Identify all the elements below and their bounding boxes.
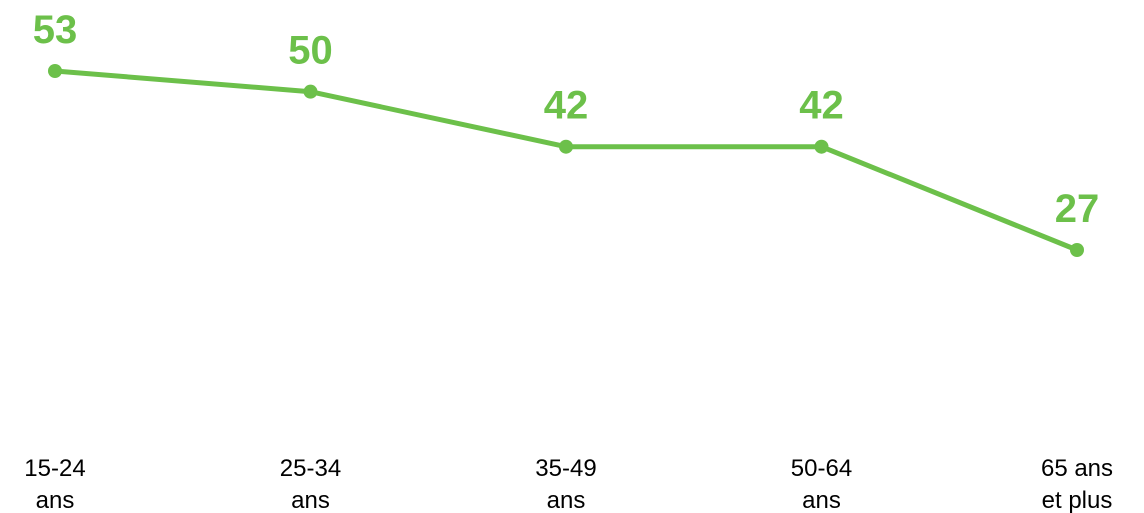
data-point — [559, 139, 573, 154]
data-label: 42 — [799, 84, 844, 128]
x-tick-label: 25-34 ans — [280, 455, 341, 513]
data-label: 53 — [33, 8, 78, 52]
data-label-group: 53 50 42 42 27 — [33, 8, 1100, 231]
data-label: 42 — [544, 84, 589, 128]
x-tick-label: 35-49 ans — [535, 455, 596, 513]
x-tick-label-line: 35-49 — [535, 455, 596, 482]
x-tick-label-line: 65 ans — [1041, 455, 1113, 482]
data-point — [48, 64, 62, 78]
data-label: 27 — [1055, 187, 1100, 231]
data-point — [814, 139, 829, 154]
x-tick-label-line: ans — [547, 487, 586, 513]
data-label: 50 — [288, 29, 333, 73]
data-point — [303, 84, 318, 99]
x-tick-label-line: et plus — [1042, 487, 1113, 513]
x-tick-label-line: 50-64 — [791, 455, 852, 482]
x-tick-label-line: ans — [36, 487, 75, 513]
x-tick-label-line: ans — [802, 487, 841, 513]
x-tick-label: 15-24 ans — [24, 455, 85, 513]
x-tick-label: 65 ans et plus — [1041, 455, 1113, 513]
data-point-group — [48, 64, 1084, 257]
x-tick-label: 50-64 ans — [791, 455, 852, 513]
x-axis-tick-labels: 15-24 ans 25-34 ans 35-49 ans 50-64 ans 65 ans et… — [24, 455, 1113, 513]
x-tick-label-line: ans — [291, 487, 330, 513]
data-point — [1070, 243, 1084, 257]
x-tick-label-line: 25-34 — [280, 455, 341, 482]
x-tick-label-line: 15-24 — [24, 455, 85, 482]
